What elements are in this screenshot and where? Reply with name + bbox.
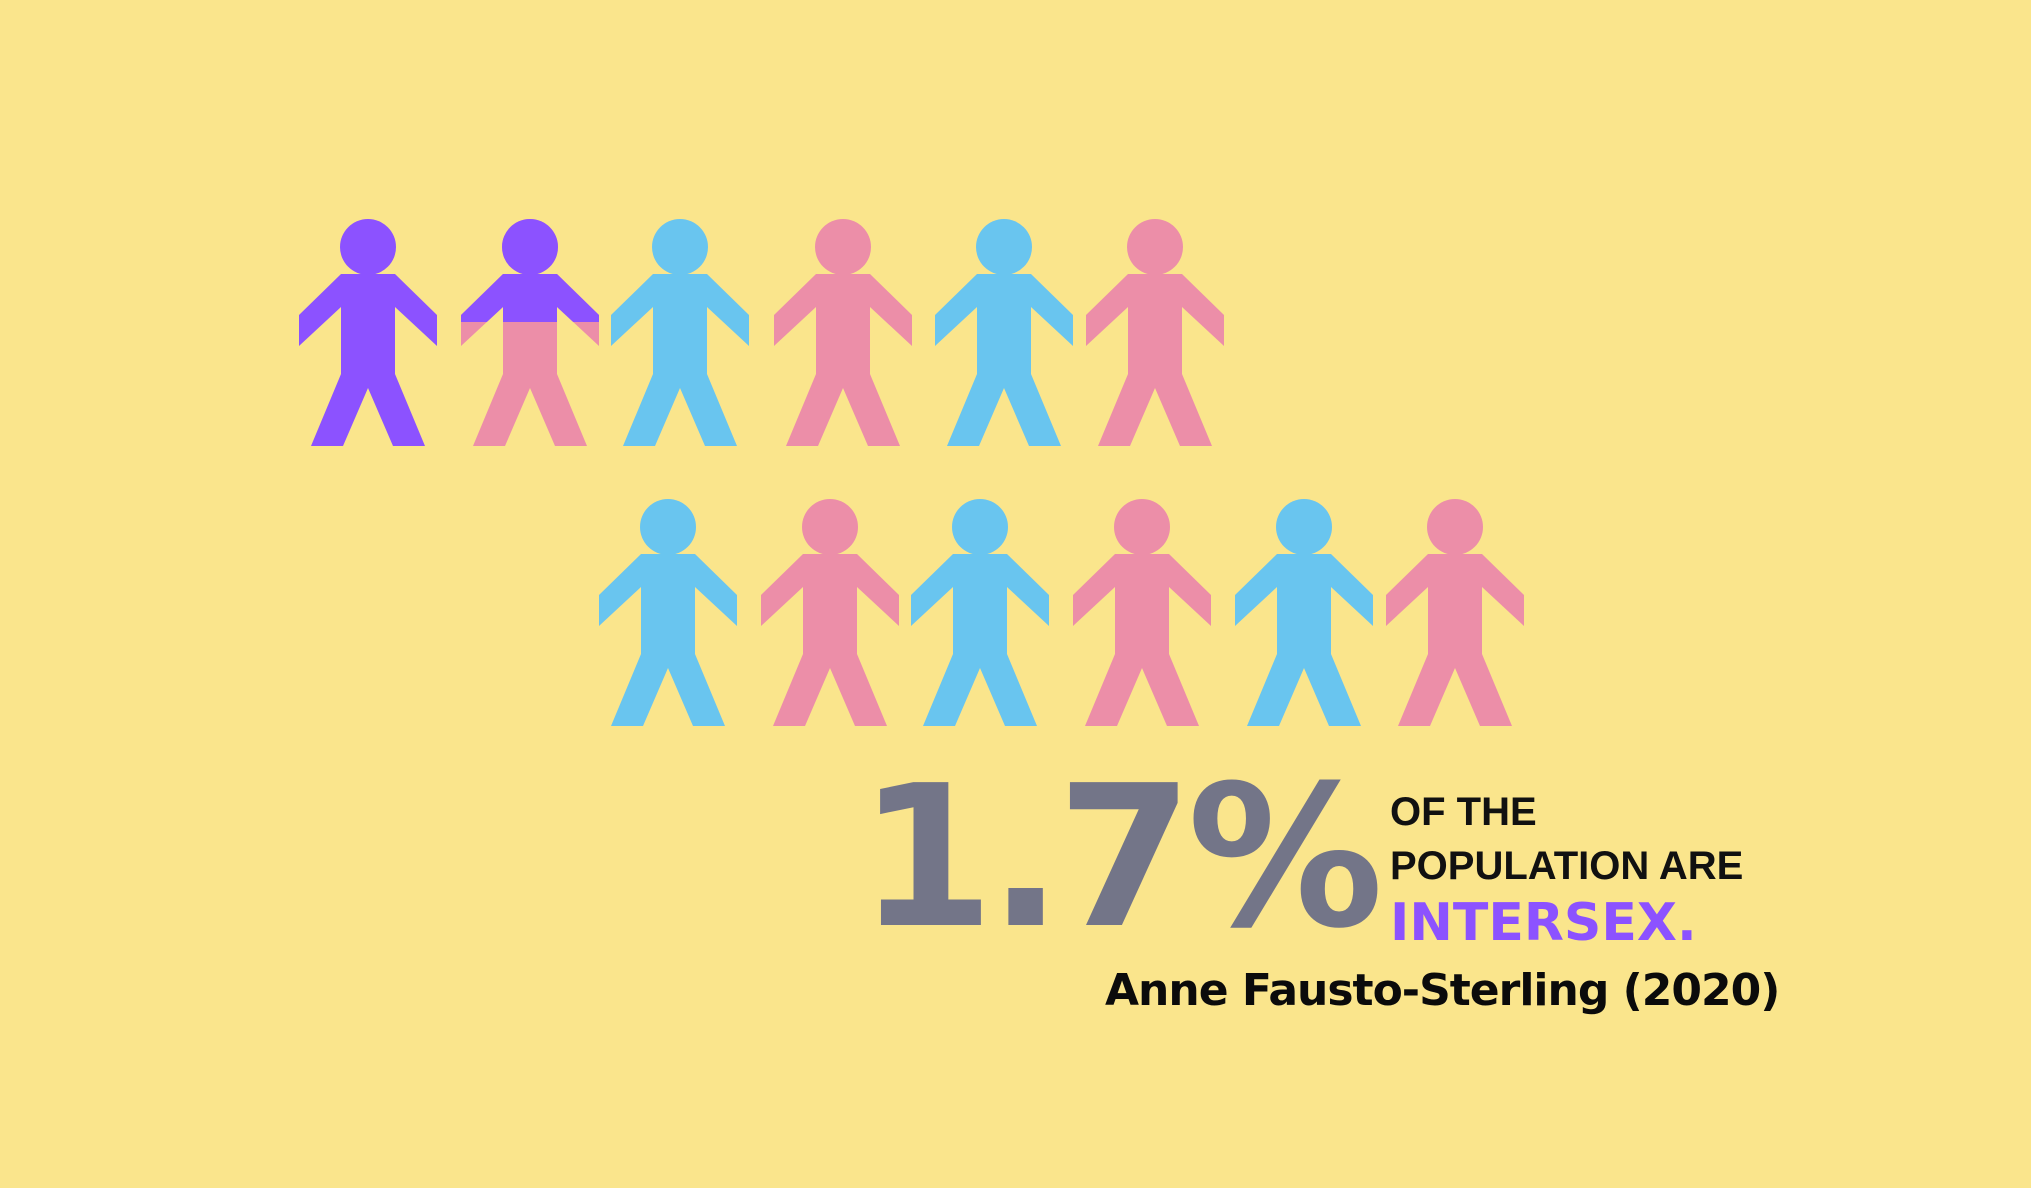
person-icon [911,499,1049,726]
person-icon [935,219,1073,446]
person-icon [599,499,737,726]
person-icon [774,219,912,446]
source-citation: Anne Fausto-Sterling (2020) [1105,965,1780,1016]
person-icon [1386,499,1524,726]
person-icon [1073,499,1211,726]
person-icon [299,219,437,446]
partial-person-icon [461,219,599,446]
caption-line-2: POPULATION ARE [1390,844,1744,888]
stat-value: 1.7% [858,744,1384,972]
person-icon [611,219,749,446]
stat-caption: OF THE POPULATION ARE INTERSEX. [1390,785,1743,953]
person-icon [1235,499,1373,726]
person-icon [1086,219,1224,446]
caption-highlight: INTERSEX. [1390,893,1697,953]
caption-line-1: OF THE [1390,790,1537,834]
person-icon [761,499,899,726]
